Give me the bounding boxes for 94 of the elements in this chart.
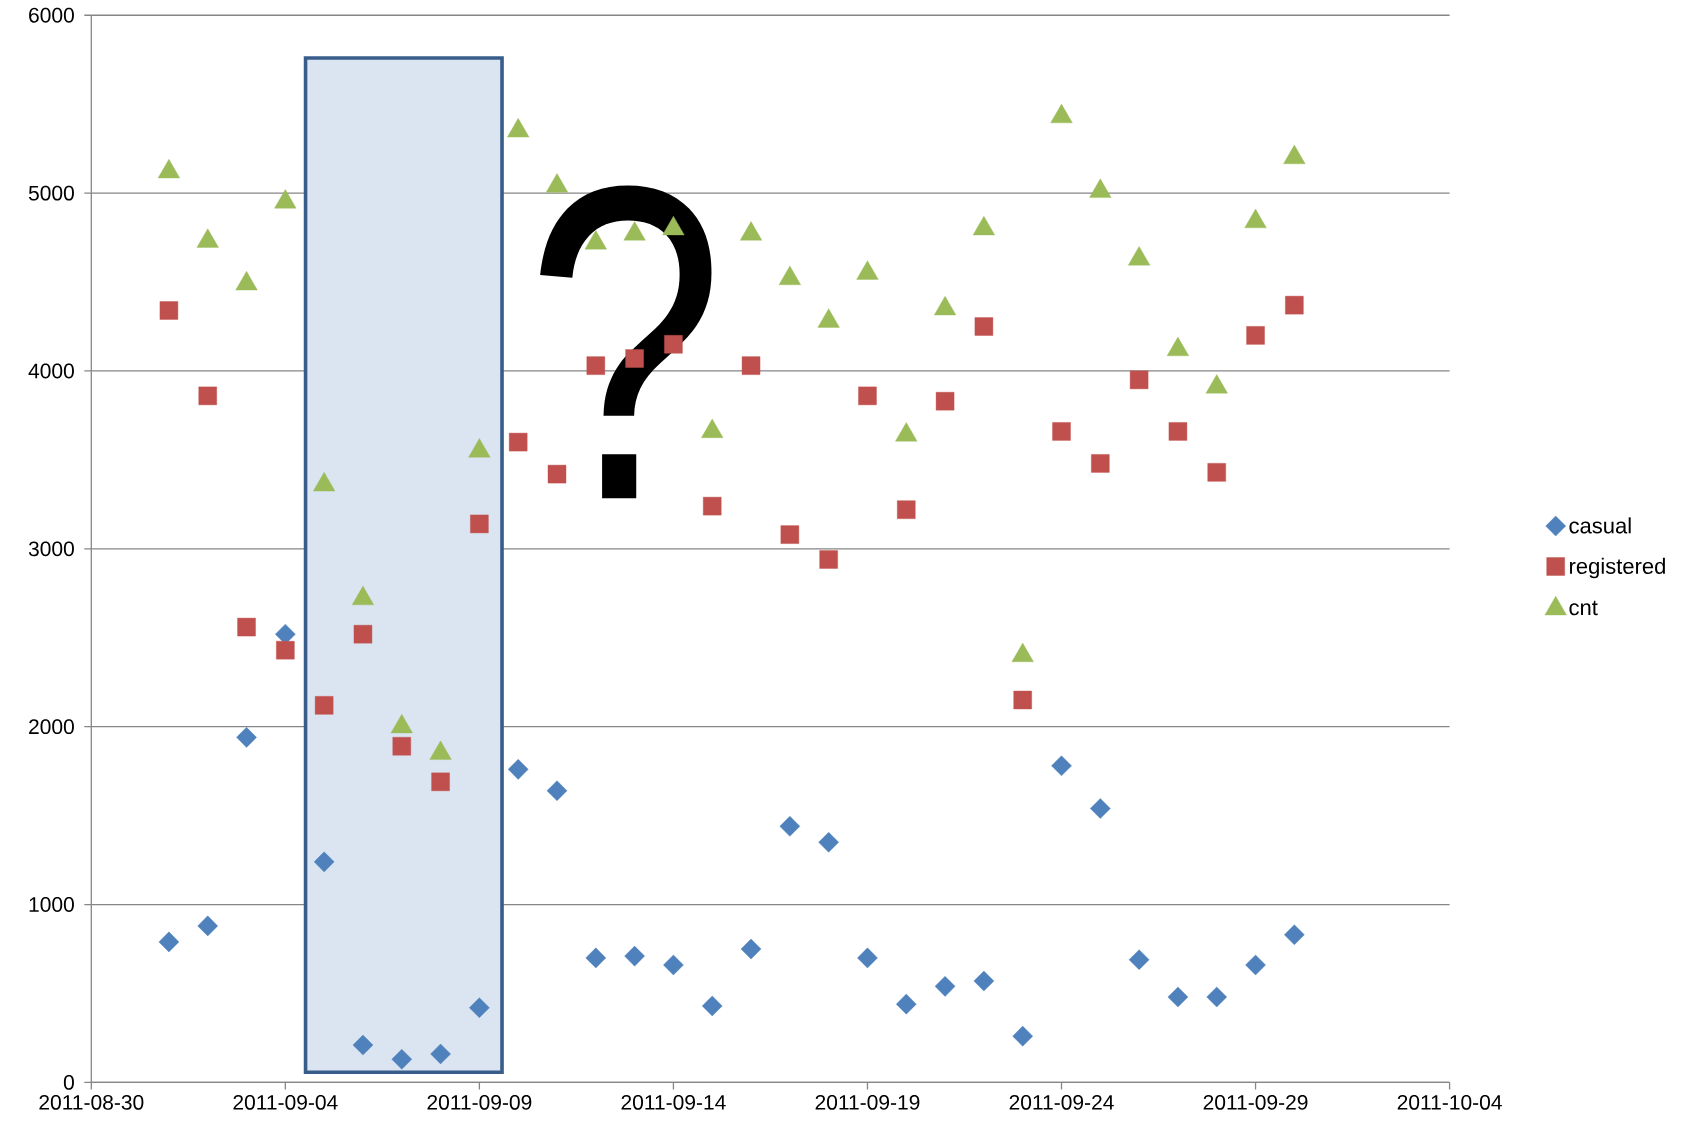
point: [1052, 422, 1071, 441]
y-tick-label: 5000: [28, 185, 74, 201]
point: [1245, 954, 1266, 976]
legend-label: casual: [1569, 517, 1631, 534]
x-tick-label: 2011-10-04: [1397, 1094, 1502, 1110]
point: [352, 1034, 374, 1056]
point: [313, 851, 335, 873]
point: [468, 438, 491, 458]
point: [507, 118, 530, 138]
y-tick-label: 1000: [29, 897, 74, 912]
point: [741, 356, 761, 375]
point: [1167, 986, 1189, 1008]
point: [546, 780, 568, 801]
point: [1244, 208, 1267, 229]
point: [1168, 422, 1188, 441]
point: [818, 832, 839, 853]
point: [196, 228, 219, 248]
point: [1284, 924, 1305, 946]
point: [817, 308, 840, 328]
point: [198, 386, 217, 406]
point: [197, 915, 218, 937]
y-tick-label: 0: [63, 1074, 74, 1090]
point: [1091, 454, 1110, 473]
y-tick-label: 6000: [29, 7, 74, 23]
point: [1246, 326, 1265, 345]
point: [701, 995, 723, 1017]
point: [1051, 755, 1072, 777]
y-tick-label: 2000: [29, 719, 74, 735]
y-tick-label: 4000: [28, 363, 74, 379]
x-tick-label: 2011-09-24: [1009, 1094, 1114, 1110]
point: [974, 317, 994, 336]
legend-label: cnt: [1569, 600, 1598, 616]
point: [1128, 246, 1151, 266]
point: [935, 392, 955, 411]
point: [431, 772, 450, 792]
point: [857, 947, 878, 969]
point: [585, 947, 607, 969]
point: [236, 727, 257, 748]
x-tick-label: 2011-09-09: [427, 1094, 532, 1110]
point: [508, 432, 528, 452]
point: [740, 221, 763, 241]
point: [313, 472, 336, 492]
point: [237, 617, 256, 637]
y-tick-label: 3000: [28, 541, 74, 557]
x-tick-label: 2011-09-19: [815, 1094, 920, 1110]
point: [353, 625, 373, 644]
legend-label: registered: [1569, 557, 1665, 579]
point: [276, 641, 295, 660]
point: [897, 500, 916, 519]
point: [896, 993, 917, 1015]
x-tick-label: 2011-09-14: [621, 1094, 726, 1110]
point: [780, 525, 800, 544]
point: [1166, 336, 1189, 357]
point: [1205, 374, 1228, 394]
point: [235, 271, 258, 291]
point: [470, 514, 489, 534]
point: [1285, 295, 1304, 315]
point: [819, 550, 838, 569]
point: [858, 386, 877, 406]
point: [1207, 463, 1226, 482]
point: [856, 260, 879, 280]
point: [934, 976, 956, 997]
point: [1129, 370, 1149, 390]
point: [1283, 144, 1306, 164]
point: [1013, 690, 1032, 710]
point: [469, 997, 490, 1018]
point: [392, 737, 411, 756]
point: [663, 954, 684, 976]
point: [1089, 178, 1112, 198]
point: [159, 301, 179, 320]
point: [934, 296, 957, 316]
point: [624, 945, 645, 967]
point: [779, 816, 801, 837]
point: [274, 189, 297, 209]
point: [430, 1043, 451, 1065]
x-tick-label: 2011-08-30: [39, 1094, 144, 1110]
point: [1090, 798, 1111, 819]
point: [157, 159, 180, 179]
point: [1206, 986, 1227, 1008]
point: [740, 938, 762, 960]
annotation: ?: [540, 185, 712, 499]
point: [1128, 949, 1150, 970]
point: [895, 422, 918, 442]
point: [158, 931, 180, 953]
point: [973, 970, 995, 992]
x-tick-label: 2011-09-04: [233, 1094, 338, 1110]
x-tick-label: 2011-09-29: [1203, 1094, 1308, 1110]
point: [314, 696, 334, 715]
point: [507, 759, 529, 780]
point: [972, 215, 995, 236]
point: [778, 265, 801, 285]
point: [1012, 1025, 1033, 1047]
point: [1050, 103, 1073, 124]
point: [391, 1049, 413, 1070]
